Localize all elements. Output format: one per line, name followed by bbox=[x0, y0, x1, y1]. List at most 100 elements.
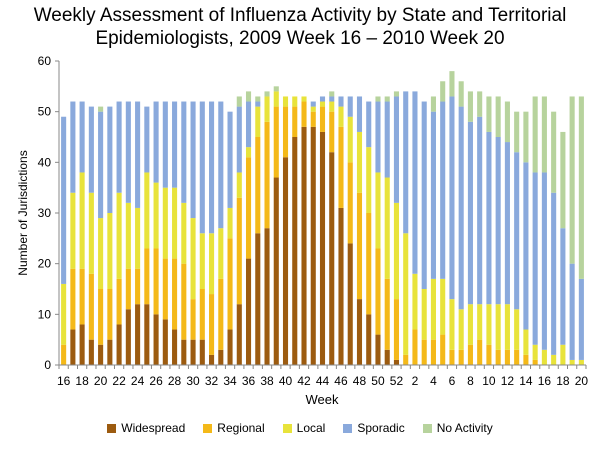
x-tick-label: 18 bbox=[556, 374, 570, 388]
bar-segment-regional bbox=[329, 111, 335, 153]
bar-segment-no-activity bbox=[458, 81, 464, 107]
bar-segment-regional bbox=[440, 334, 446, 365]
bar-segment-sporadic bbox=[366, 101, 372, 148]
x-tick-label: 38 bbox=[260, 374, 274, 388]
bar-segment-regional bbox=[310, 111, 316, 127]
bar-segment-sporadic bbox=[98, 111, 104, 219]
bar-segment-local bbox=[199, 233, 205, 289]
legend-swatch bbox=[107, 424, 117, 433]
x-tick-label: 16 bbox=[538, 374, 552, 388]
bar-segment-local bbox=[569, 359, 575, 365]
bar-segment-regional bbox=[144, 248, 150, 305]
y-tick-label: 20 bbox=[38, 257, 52, 271]
bar-segment-sporadic bbox=[486, 131, 492, 305]
bar-segment-local bbox=[467, 304, 473, 345]
bar-segment-local bbox=[551, 354, 557, 365]
bar-segment-local bbox=[356, 131, 363, 193]
bar-segment-widespread bbox=[135, 304, 141, 365]
bar-segment-sporadic bbox=[329, 96, 335, 102]
bar-segment-widespread bbox=[301, 126, 307, 366]
bar-segment-no-activity bbox=[514, 111, 520, 153]
bar-segment-sporadic bbox=[79, 101, 85, 173]
x-ticks: 16 18 20 22 24 26 28 30 32 34 36 38 40 42 44 46 48 50 52 2 4… bbox=[57, 365, 588, 388]
bar-segment-widespread bbox=[181, 339, 187, 365]
bar-segment-local bbox=[181, 202, 187, 264]
bar-segment-widespread bbox=[292, 137, 298, 365]
y-ticks: 0 10 20 30 40 50 60 bbox=[38, 54, 59, 372]
bar-segment-no-activity bbox=[541, 96, 547, 173]
bar-segment-no-activity bbox=[551, 111, 557, 193]
bar-segment-regional bbox=[338, 126, 344, 208]
bar-segment-regional bbox=[116, 278, 122, 325]
bars-layer bbox=[61, 71, 584, 366]
x-tick-label: 46 bbox=[334, 374, 348, 388]
bar-segment-no-activity bbox=[578, 96, 584, 279]
bar-segment-no-activity bbox=[430, 96, 436, 112]
x-tick-label: 30 bbox=[186, 374, 200, 388]
legend-item-sporadic: Sporadic bbox=[343, 421, 405, 435]
bar-segment-regional bbox=[107, 289, 113, 340]
bar-segment-local bbox=[366, 147, 372, 213]
bar-segment-local bbox=[560, 344, 566, 365]
bar-segment-widespread bbox=[384, 349, 390, 365]
x-tick-label: 24 bbox=[131, 374, 145, 388]
bar-segment-sporadic bbox=[412, 91, 418, 274]
bar-segment-no-activity bbox=[449, 71, 455, 97]
bar-segment-sporadic bbox=[162, 101, 168, 188]
bar-segment-local bbox=[495, 304, 501, 350]
bar-segment-local bbox=[347, 116, 353, 163]
bar-segment-regional bbox=[79, 268, 85, 325]
bar-segment-local bbox=[477, 304, 483, 340]
bar-segment-sporadic bbox=[236, 106, 242, 173]
bar-segment-widespread bbox=[172, 329, 178, 365]
bar-segment-sporadic bbox=[551, 192, 557, 355]
bar-segment-sporadic bbox=[209, 101, 215, 234]
bar-segment-sporadic bbox=[70, 101, 76, 193]
bar-segment-sporadic bbox=[578, 278, 584, 360]
bar-segment-local bbox=[79, 172, 85, 269]
bar-segment-regional bbox=[393, 299, 400, 360]
x-tick-label: 14 bbox=[519, 374, 533, 388]
bar-segment-widespread bbox=[282, 157, 289, 365]
bar-segment-local bbox=[98, 218, 104, 289]
bar-segment-no-activity bbox=[477, 91, 483, 117]
y-tick-label: 60 bbox=[38, 54, 52, 68]
bar-segment-regional bbox=[245, 157, 252, 259]
bar-segment-regional bbox=[292, 106, 298, 137]
bar-segment-regional bbox=[403, 354, 409, 365]
x-tick-label: 40 bbox=[279, 374, 293, 388]
bar-segment-sporadic bbox=[430, 111, 436, 279]
x-tick-label: 20 bbox=[94, 374, 108, 388]
bar-segment-sporadic bbox=[338, 96, 344, 107]
x-tick-label: 34 bbox=[223, 374, 237, 388]
bar-segment-sporadic bbox=[61, 116, 67, 284]
x-tick-label: 4 bbox=[430, 374, 437, 388]
bar-segment-regional bbox=[125, 268, 131, 310]
bar-segment-no-activity bbox=[486, 96, 492, 132]
y-axis-label: Number of Jurisdictions bbox=[16, 150, 30, 275]
bar-segment-regional bbox=[172, 258, 178, 330]
bar-segment-sporadic bbox=[569, 263, 575, 360]
bar-segment-sporadic bbox=[440, 101, 446, 279]
bar-segment-local bbox=[292, 96, 298, 107]
x-tick-label: 28 bbox=[168, 374, 182, 388]
bar-segment-local bbox=[449, 299, 455, 350]
bar-segment-local bbox=[430, 278, 436, 340]
bar-segment-regional bbox=[467, 344, 473, 365]
bar-segment-widespread bbox=[366, 314, 372, 365]
bar-segment-local bbox=[172, 187, 178, 259]
bar-segment-sporadic bbox=[449, 96, 455, 300]
bar-segment-regional bbox=[421, 339, 427, 365]
bar-segment-regional bbox=[218, 278, 224, 350]
bar-segment-sporadic bbox=[560, 228, 566, 345]
bar-segment-sporadic bbox=[514, 152, 520, 310]
bar-segment-regional bbox=[255, 137, 261, 234]
bar-segment-regional bbox=[458, 349, 464, 365]
bar-segment-widespread bbox=[116, 324, 122, 365]
bar-segment-regional bbox=[227, 238, 233, 330]
bar-segment-local bbox=[162, 187, 168, 259]
bar-segment-widespread bbox=[236, 304, 242, 365]
x-tick-label: 22 bbox=[112, 374, 126, 388]
bar-segment-widespread bbox=[218, 349, 224, 365]
bar-segment-regional bbox=[135, 268, 141, 305]
